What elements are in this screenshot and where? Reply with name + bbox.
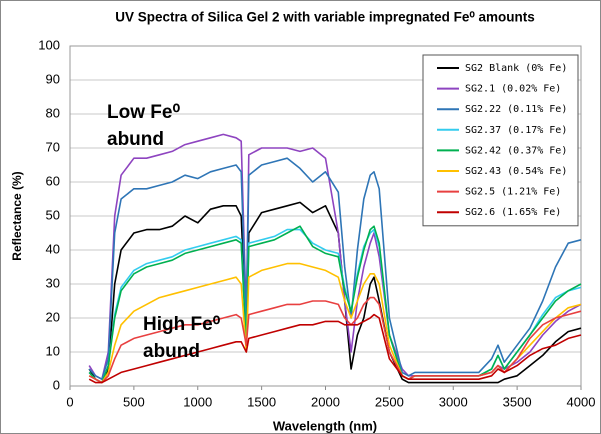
y-tick-label: 20 [46, 309, 60, 324]
legend-label: SG2.22 (0.11% Fe) [465, 104, 567, 115]
annotation: abund [107, 129, 164, 150]
series-line [88, 157, 582, 380]
y-tick-label: 100 [38, 37, 60, 52]
y-axis-label: Reflectance (%) [10, 171, 24, 260]
legend-label: SG2.5 (1.21% Fe) [465, 187, 561, 198]
legend-label: SG2 Blank (0% Fe) [465, 63, 567, 74]
legend-label: SG2.37 (0.17% Fe) [465, 125, 567, 136]
series-line [88, 201, 582, 384]
series-line [88, 225, 582, 384]
legend-label: SG2.43 (0.54% Fe) [465, 166, 567, 177]
legend-label: SG2.6 (1.65% Fe) [465, 207, 561, 218]
y-tick-label: 60 [46, 173, 60, 188]
y-tick-label: 70 [46, 139, 60, 154]
y-tick-label: 40 [46, 241, 60, 256]
series-line [88, 296, 582, 384]
x-tick-label: 0 [66, 394, 73, 409]
annotation: High Fe⁰ [143, 314, 221, 335]
x-tick-label: 4000 [567, 394, 596, 409]
y-tick-label: 30 [46, 275, 60, 290]
annotation: Low Fe⁰ [107, 102, 180, 123]
x-tick-label: 2500 [375, 394, 404, 409]
x-axis-label: Wavelength (nm) [273, 418, 377, 433]
x-tick-label: 3500 [503, 394, 532, 409]
series-line [88, 313, 582, 384]
x-tick-label: 2000 [311, 394, 340, 409]
y-tick-label: 10 [46, 343, 60, 358]
annotation: abund [143, 341, 200, 362]
y-tick-label: 0 [53, 377, 60, 392]
x-tick-label: 1000 [183, 394, 212, 409]
y-tick-label: 50 [46, 207, 60, 222]
legend-label: SG2.1 (0.02% Fe) [465, 84, 561, 95]
legend-box [422, 54, 579, 227]
plot-border [69, 45, 582, 387]
x-tick-label: 500 [123, 394, 145, 409]
legend-label: SG2.42 (0.37% Fe) [465, 145, 567, 156]
x-tick-label: 1500 [247, 394, 276, 409]
x-tick-label: 3000 [439, 394, 468, 409]
chart-title: UV Spectra of Silica Gel 2 with variable… [115, 10, 535, 25]
y-tick-label: 90 [46, 71, 60, 86]
y-tick-label: 80 [46, 105, 60, 120]
